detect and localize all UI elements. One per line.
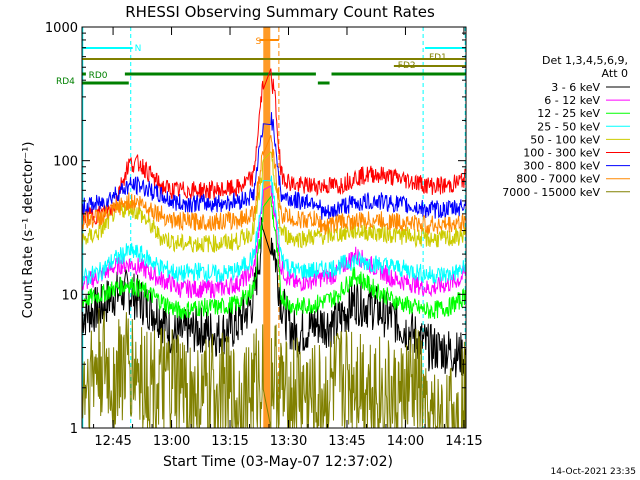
y-tick-label: 1	[70, 422, 78, 437]
y-tick-label: 1000	[45, 21, 78, 36]
series-line-12-25-kev	[81, 195, 467, 320]
flag-labels: N S FD1 FD2 RD0 RD4	[56, 37, 447, 87]
y-axis-label: Count Rate (s⁻¹ detector⁻¹)	[21, 142, 36, 319]
legend-label: 50 - 100 keV	[530, 133, 600, 146]
footer-timestamp: 14-Oct-2021 23:35	[551, 467, 636, 477]
legend-label: 300 - 800 keV	[523, 160, 600, 173]
x-tick-label: 14:15	[445, 434, 482, 449]
x-axis: 12:45 13:00 13:15 13:30 13:45 14:00 14:15	[93, 27, 483, 449]
series-line-25-50-kev	[81, 175, 467, 287]
series-line-7000-15000-kev	[81, 308, 467, 430]
flag-label-rd4: RD4	[56, 77, 75, 87]
legend-header: Det 1,3,4,5,6,9,	[542, 54, 628, 67]
y-axis: 1 10 100 1000	[45, 21, 466, 437]
legend-header: Att 0	[602, 67, 628, 80]
series-line-300-800-kev	[81, 112, 467, 220]
flag-bars-layer	[82, 27, 466, 428]
series-line-800-7000-kev	[81, 135, 467, 236]
flag-label-rd0: RD0	[89, 71, 108, 81]
legend-label: 3 - 6 keV	[551, 81, 600, 94]
legend-label: 800 - 7000 keV	[516, 173, 600, 186]
saa-band	[263, 27, 271, 428]
series-line-100-300-kev	[81, 68, 467, 226]
x-tick-label: 13:45	[328, 434, 365, 449]
chart-title: RHESSI Observing Summary Count Rates	[125, 3, 435, 21]
series-layer	[81, 68, 467, 430]
x-tick-label: 12:45	[94, 434, 131, 449]
legend-label: 12 - 25 keV	[537, 107, 600, 120]
flag-label-n: N	[135, 44, 142, 54]
legend-label: 6 - 12 keV	[544, 94, 600, 107]
x-axis-label: Start Time (03-May-07 12:37:02)	[163, 454, 393, 470]
x-tick-label: 13:30	[270, 434, 307, 449]
legend-label: 100 - 300 keV	[523, 147, 600, 160]
flag-label-s: S	[255, 37, 261, 47]
legend-label: 25 - 50 keV	[537, 120, 600, 133]
flag-label-fd2: FD2	[398, 61, 416, 71]
flag-label-fd1: FD1	[429, 53, 447, 63]
x-tick-label: 13:15	[211, 434, 248, 449]
y-tick-label: 10	[61, 288, 78, 303]
plot-frame	[81, 26, 467, 429]
x-tick-label: 13:00	[153, 434, 190, 449]
legend-label: 7000 - 15000 keV	[502, 186, 600, 199]
y-tick-label: 100	[53, 155, 78, 170]
x-tick-label: 14:00	[387, 434, 424, 449]
